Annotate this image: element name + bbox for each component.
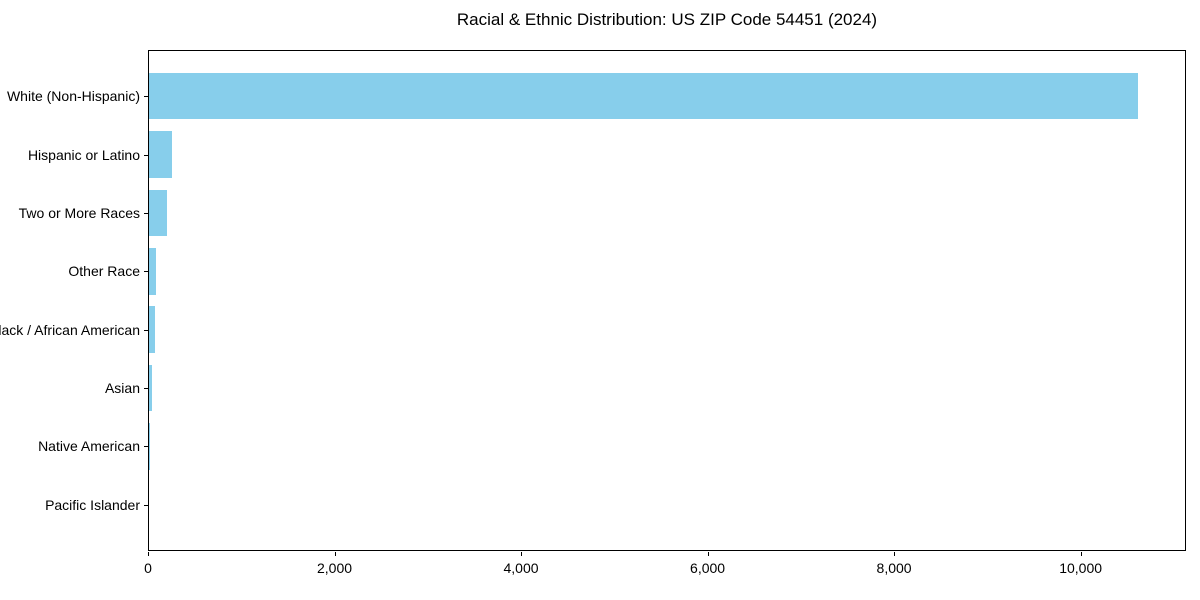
x-tick-label: 8,000 [876, 560, 912, 576]
x-tick-label: 6,000 [690, 560, 726, 576]
bar-native-american [149, 423, 151, 470]
y-tick-label: Black / African American [0, 321, 140, 338]
y-tick-label: Hispanic or Latino [27, 146, 140, 163]
y-tick-label: Two or More Races [18, 204, 140, 221]
y-tick-mark [144, 96, 148, 98]
y-tick-mark [144, 388, 148, 390]
x-tick-label: 4,000 [503, 560, 539, 576]
y-tick-mark [144, 504, 148, 506]
bar-black-african-american [149, 306, 156, 354]
x-tick-mark [521, 552, 523, 556]
y-tick-label: Pacific Islander [45, 496, 140, 513]
bar-white-non-hispanic [149, 72, 1138, 120]
x-tick-mark [1080, 552, 1082, 556]
y-tick-mark [144, 329, 148, 331]
x-tick-mark [334, 552, 336, 556]
x-tick-label: 2,000 [316, 560, 353, 576]
x-tick-label: 10,000 [1059, 560, 1103, 576]
y-tick-mark [144, 271, 148, 273]
y-tick-label: Other Race [68, 263, 140, 280]
x-tick-mark [894, 552, 896, 556]
y-tick-mark [144, 446, 148, 448]
x-tick-mark [707, 552, 709, 556]
x-tick-mark [148, 552, 149, 556]
chart-title: Racial & Ethnic Distribution: US ZIP Cod… [456, 10, 878, 29]
y-tick-label: Asian [104, 380, 140, 397]
bar-two-or-more-races [149, 189, 167, 237]
bar-asian [149, 364, 152, 412]
y-tick-label: White (Non-Hispanic) [6, 88, 140, 105]
bar-hispanic-or-latino [149, 131, 173, 178]
y-tick-mark [144, 212, 148, 214]
y-tick-label: Native American [38, 438, 140, 455]
bar-other-race [149, 247, 156, 295]
plot-area [148, 50, 1186, 551]
y-tick-mark [144, 154, 148, 156]
x-tick-label: 0 [144, 560, 152, 576]
